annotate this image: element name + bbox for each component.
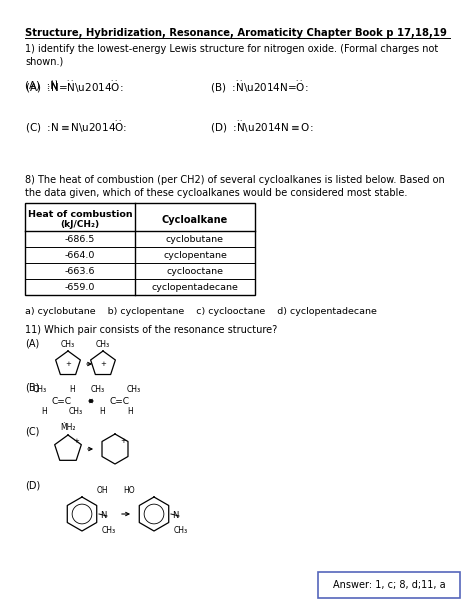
Text: C=C: C=C [52, 397, 72, 406]
Text: Heat of combustion: Heat of combustion [27, 210, 132, 219]
Text: Cycloalkane: Cycloalkane [162, 215, 228, 225]
Text: C=C: C=C [110, 397, 130, 406]
Text: Answer: 1, c; 8, d;11, a: Answer: 1, c; 8, d;11, a [333, 580, 445, 590]
Text: (A): (A) [25, 339, 39, 349]
Text: (C)  :N$\equiv$N\u2014$\overset{..}{\rm O}$:: (C) :N$\equiv$N\u2014$\overset{..}{\rm O… [25, 120, 128, 136]
Text: CH₃: CH₃ [96, 340, 110, 349]
Text: HO: HO [123, 486, 135, 495]
Text: (D)  :$\overset{..}{\rm N}$\u2014N$\equiv$O:: (D) :$\overset{..}{\rm N}$\u2014N$\equiv… [210, 120, 313, 136]
Text: +: + [120, 438, 126, 444]
Text: (D): (D) [25, 481, 40, 491]
Text: CH₃: CH₃ [127, 384, 141, 394]
Text: H: H [41, 406, 47, 416]
Text: -663.6: -663.6 [65, 267, 95, 275]
Text: +: + [100, 361, 106, 367]
Text: N: N [172, 511, 178, 520]
Text: Structure, Hybridization, Resonance, Aromaticity Chapter Book p 17,18,19: Structure, Hybridization, Resonance, Aro… [25, 28, 447, 38]
Text: CH₃: CH₃ [174, 526, 188, 535]
Text: cyclooctane: cyclooctane [166, 267, 224, 275]
Text: -659.0: -659.0 [65, 283, 95, 292]
Text: cyclopentane: cyclopentane [163, 251, 227, 259]
Text: shown.): shown.) [25, 56, 63, 66]
Text: a) cyclobutane    b) cyclopentane    c) cyclooctane    d) cyclopentadecane: a) cyclobutane b) cyclopentane c) cycloo… [25, 307, 377, 316]
Bar [25, 203, 255, 295]
Bar [318, 572, 460, 598]
Text: +: + [73, 438, 79, 444]
Text: (A)  :$\overset{..}{\rm N}$=$\overset{..}{\rm N}$\u2014$\overset{..}{\rm O}$:: (A) :$\overset{..}{\rm N}$=$\overset{..}… [25, 80, 124, 96]
Text: -686.5: -686.5 [65, 235, 95, 243]
Text: 1) identify the lowest-energy Lewis structure for nitrogen oxide. (Formal charge: 1) identify the lowest-energy Lewis stru… [25, 44, 438, 54]
Text: CH₃: CH₃ [91, 384, 105, 394]
Text: cyclopentadecane: cyclopentadecane [152, 283, 238, 292]
Text: CH₃: CH₃ [102, 526, 116, 535]
Text: ṀH₂: ṀH₂ [60, 423, 76, 432]
Text: CH₃: CH₃ [33, 384, 47, 394]
Text: 11) Which pair consists of the resonance structure?: 11) Which pair consists of the resonance… [25, 325, 277, 335]
Text: 8) The heat of combustion (per CH2) of several cycloalkanes is listed below. Bas: 8) The heat of combustion (per CH2) of s… [25, 175, 445, 185]
Text: (A)  :N: (A) :N [25, 80, 58, 90]
Text: OH: OH [97, 486, 109, 495]
Text: N: N [100, 511, 106, 520]
Text: +: + [65, 361, 71, 367]
Text: cyclobutane: cyclobutane [166, 235, 224, 243]
Text: (B)  :$\overset{..}{\rm N}$\u2014N=$\overset{..}{\rm O}$:: (B) :$\overset{..}{\rm N}$\u2014N=$\over… [210, 80, 309, 96]
Text: H: H [99, 406, 105, 416]
Text: (C): (C) [25, 427, 39, 437]
Text: CH₃: CH₃ [61, 340, 75, 349]
Text: H: H [127, 406, 133, 416]
Text: CH₃: CH₃ [69, 406, 83, 416]
Text: H: H [69, 384, 75, 394]
Text: the data given, which of these cycloalkanes would be considered most stable.: the data given, which of these cycloalka… [25, 188, 407, 198]
Text: (B): (B) [25, 383, 39, 393]
Text: -664.0: -664.0 [65, 251, 95, 259]
Text: (kJ/CH₂): (kJ/CH₂) [61, 220, 100, 229]
